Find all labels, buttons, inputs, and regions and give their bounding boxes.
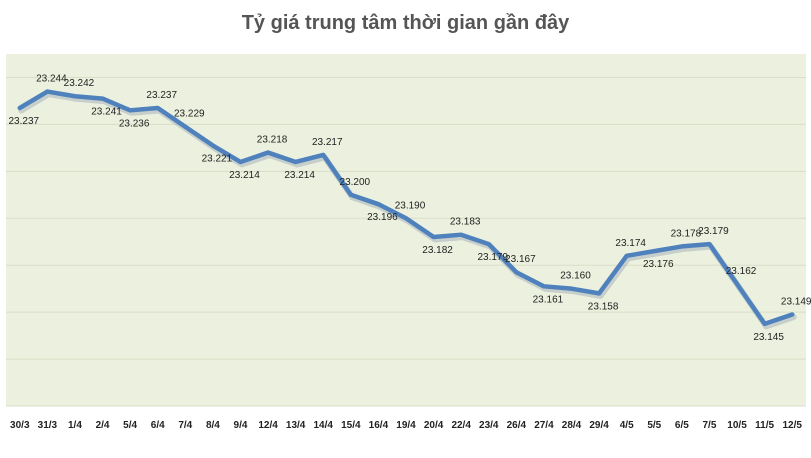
data-label: 23.174	[615, 238, 646, 249]
data-label: 23.200	[340, 177, 371, 188]
data-label: 23.160	[560, 271, 591, 282]
gridlines	[6, 76, 806, 407]
x-tick-label: 2/4	[96, 420, 110, 431]
x-tick-label: 5/4	[123, 420, 137, 431]
data-label: 23.162	[726, 266, 757, 277]
x-tick-label: 15/4	[341, 420, 361, 431]
series-line-group	[17, 89, 797, 330]
x-tick-label: 26/4	[507, 420, 527, 431]
data-label: 23.217	[312, 137, 343, 148]
x-tick-label: 7/5	[702, 420, 716, 431]
x-tick-label: 1/4	[68, 420, 82, 431]
x-tick-label: 7/4	[178, 420, 192, 431]
data-label: 23.178	[671, 228, 702, 239]
x-tick-label: 19/4	[396, 420, 416, 431]
x-tick-label: 27/4	[534, 420, 554, 431]
data-label: 23.179	[477, 252, 508, 263]
x-tick-label: 13/4	[286, 420, 306, 431]
x-tick-label: 4/5	[620, 420, 634, 431]
data-label: 23.242	[64, 78, 95, 89]
series-line	[17, 89, 795, 327]
data-label: 23.149	[781, 296, 811, 307]
data-label: 23.237	[8, 116, 39, 127]
data-label: 23.196	[367, 212, 398, 223]
data-label: 23.182	[422, 245, 453, 256]
x-tick-label: 30/3	[10, 420, 30, 431]
data-label: 23.214	[229, 170, 260, 181]
x-tick-label: 6/4	[151, 420, 165, 431]
data-label: 23.145	[753, 332, 784, 343]
data-label: 23.190	[395, 200, 426, 211]
data-label: 23.158	[588, 301, 619, 312]
x-tick-label: 12/5	[782, 420, 802, 431]
data-label: 23.167	[505, 254, 536, 265]
x-tick-labels-group: 30/3 31/3 1/4 2/4 5/4 6/4 7/4 8/4 9/4 12/4 13/4 14/…	[10, 420, 802, 431]
data-label: 23.221	[202, 154, 233, 165]
x-tick-label: 22/4	[451, 420, 471, 431]
data-label: 23.241	[91, 107, 122, 118]
plot-area	[6, 54, 806, 406]
x-tick-label: 23/4	[479, 420, 499, 431]
x-tick-label: 9/4	[234, 420, 248, 431]
data-label: 23.161	[533, 294, 564, 305]
data-label: 23.179	[698, 226, 729, 237]
data-label: 23.229	[174, 109, 205, 120]
x-tick-label: 20/4	[424, 420, 444, 431]
x-tick-label: 16/4	[369, 420, 389, 431]
data-label: 23.183	[450, 217, 481, 228]
x-tick-label: 31/3	[38, 420, 58, 431]
data-label: 23.244	[36, 74, 67, 85]
data-label: 23.214	[284, 170, 315, 181]
x-tick-label: 6/5	[675, 420, 689, 431]
data-label: 23.237	[146, 90, 177, 101]
x-tick-label: 14/4	[314, 420, 334, 431]
x-tick-label: 10/5	[727, 420, 747, 431]
data-label: 23.236	[119, 118, 150, 129]
data-label: 23.176	[643, 259, 674, 270]
x-tick-label: 11/5	[755, 420, 774, 431]
x-tick-label: 8/4	[206, 420, 220, 431]
x-tick-label: 28/4	[562, 420, 582, 431]
data-label: 23.218	[257, 135, 288, 146]
x-tick-label: 12/4	[258, 420, 278, 431]
chart-title: Tỷ giá trung tâm thời gian gần đây	[241, 12, 570, 34]
x-tick-label: 29/4	[589, 420, 609, 431]
x-tick-label: 5/5	[647, 420, 661, 431]
